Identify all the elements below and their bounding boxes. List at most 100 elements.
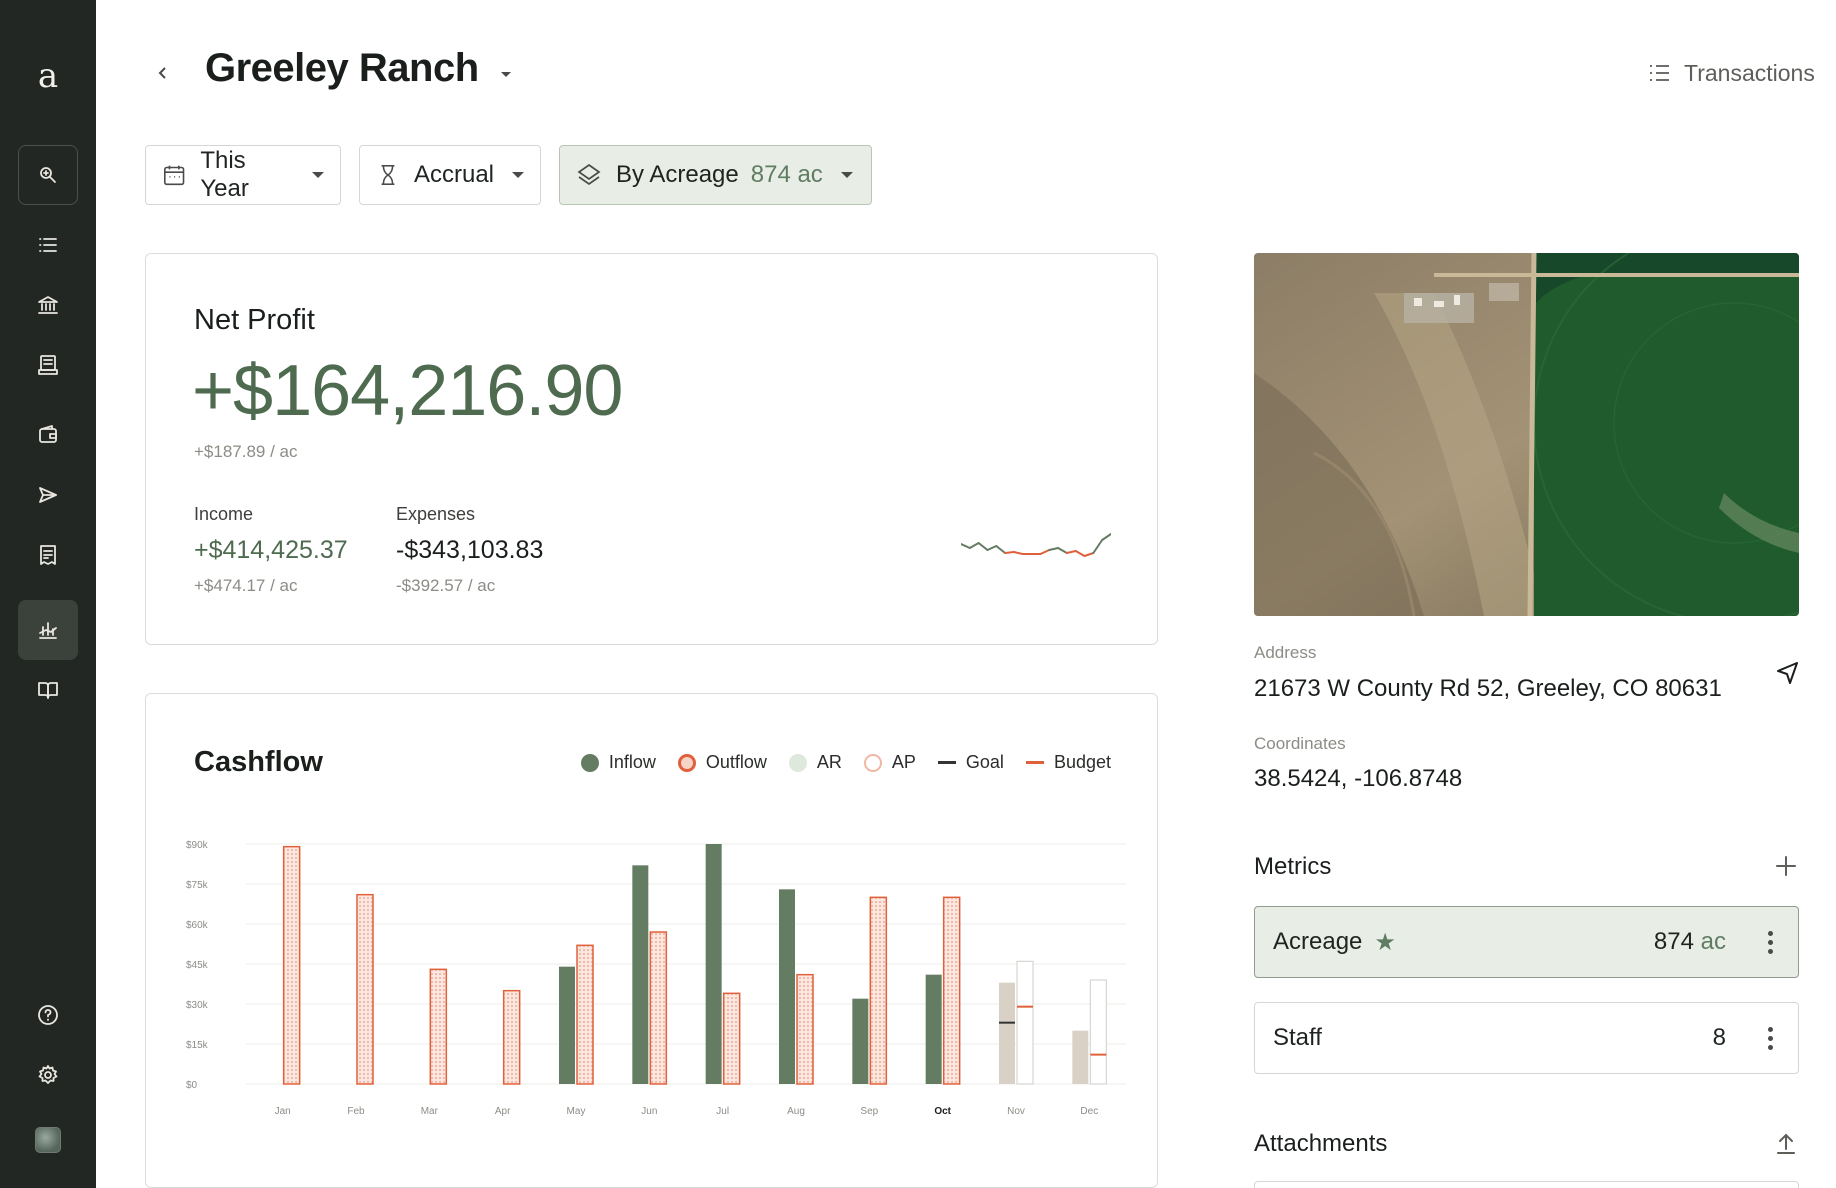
x-tick-label: Aug — [787, 1106, 805, 1117]
sidebar-item-transactions[interactable] — [18, 215, 78, 275]
sidebar: a — [0, 0, 96, 1188]
inflow-bar — [632, 865, 649, 1084]
legend-item-budget[interactable]: Budget — [1025, 752, 1111, 773]
chevron-down-icon — [312, 172, 324, 178]
allocation-filter-value: 874 ac — [750, 161, 823, 188]
sparkline-segment — [1057, 547, 1068, 554]
metric-label: Staff — [1273, 1024, 1322, 1051]
more-options-icon[interactable] — [1760, 1024, 1780, 1052]
outflow-bar — [282, 845, 301, 1085]
inflow-bar — [559, 966, 575, 1084]
globe-avatar-icon — [35, 1127, 61, 1153]
sidebar-item-banking[interactable] — [18, 275, 78, 335]
net-profit-per-acre: +$187.89 / ac — [194, 442, 298, 461]
net-profit-sparkline — [961, 533, 1111, 557]
send-icon — [39, 487, 57, 503]
page-title: Greeley Ranch — [205, 46, 479, 90]
transactions-link[interactable]: Transactions — [1646, 56, 1836, 90]
sparkline-segment — [961, 543, 971, 549]
address-value: 21673 W County Rd 52, Greeley, CO 80631 — [1254, 675, 1722, 702]
y-tick-label: $15k — [186, 1040, 209, 1051]
allocation-filter[interactable]: By Acreage 874 ac — [559, 145, 872, 205]
star-icon[interactable]: ★ — [1374, 928, 1396, 956]
outflow-bar — [869, 896, 888, 1085]
sparkline-segment — [1083, 552, 1095, 557]
search-button[interactable] — [18, 145, 78, 205]
sparkline-segment — [968, 542, 980, 549]
metric-acreage[interactable]: Acreage ★ 874 ac — [1254, 906, 1799, 978]
plus-icon — [1776, 856, 1796, 876]
sidebar-item-wallet[interactable] — [18, 405, 78, 465]
attachments-dropzone[interactable] — [1254, 1181, 1799, 1188]
metric-label: Acreage — [1273, 928, 1363, 955]
sidebar-item-invoices[interactable] — [18, 525, 78, 585]
period-filter-label: This Year — [200, 147, 249, 202]
address-label: Address — [1254, 643, 1317, 662]
x-tick-label: Sep — [860, 1106, 878, 1117]
metric-unit: ac — [1700, 928, 1726, 955]
app-logo[interactable]: a — [37, 56, 59, 96]
ap-bar — [1016, 960, 1034, 1085]
metrics-title: Metrics — [1254, 853, 1332, 880]
inflow-bar — [852, 998, 869, 1084]
more-options-icon[interactable] — [1760, 928, 1780, 956]
x-tick-label: Oct — [934, 1106, 951, 1117]
sidebar-item-bills[interactable] — [18, 335, 78, 395]
settings-button[interactable] — [18, 1045, 78, 1105]
hourglass-icon — [381, 164, 395, 186]
allocation-filter-label: By Acreage — [616, 161, 739, 188]
budget-swatch — [1025, 761, 1044, 764]
list-icon — [39, 238, 57, 252]
invoice-icon — [40, 545, 56, 565]
basis-filter[interactable]: Accrual — [359, 145, 541, 205]
y-tick-label: $75k — [186, 880, 209, 891]
sidebar-item-reports[interactable] — [18, 600, 78, 660]
cashflow-chart: $0 $15k $30k $45k $60k $75k $90k Jan Feb Mar Apr Ma… — [186, 840, 1126, 1117]
legend-label-budget: Budget — [1053, 752, 1111, 772]
sidebar-item-payments[interactable] — [18, 465, 78, 525]
legend-item-ap[interactable]: AP — [863, 752, 916, 773]
account-button[interactable] — [18, 1110, 78, 1170]
sparkline-segment — [1074, 550, 1086, 557]
period-filter[interactable]: This Year — [145, 145, 341, 205]
property-aerial-map[interactable] — [1254, 253, 1799, 616]
bank-icon — [38, 296, 58, 314]
cashflow-legend: Inflow Outflow AR AP Goal Budget — [580, 752, 1111, 773]
x-tick-label: Feb — [347, 1106, 365, 1117]
sparkline-segment — [995, 545, 1007, 554]
legend-label-goal: Goal — [965, 752, 1004, 772]
analytics-icon — [39, 622, 57, 639]
legend-item-inflow[interactable]: Inflow — [580, 752, 656, 773]
ap-bar — [1089, 979, 1107, 1085]
sidebar-item-docs[interactable] — [18, 660, 78, 720]
help-button[interactable] — [18, 985, 78, 1045]
directions-button[interactable] — [1775, 660, 1801, 686]
sparkline-segment — [1101, 533, 1111, 541]
legend-item-goal[interactable]: Goal — [937, 752, 1004, 773]
x-tick-label: Apr — [495, 1106, 511, 1117]
inflow-bar — [705, 844, 722, 1084]
back-button[interactable] — [150, 58, 176, 88]
upload-attachment-button[interactable] — [1773, 1131, 1799, 1157]
expenses-per-acre: -$392.57 / ac — [396, 576, 496, 595]
title-dropdown-caret-icon[interactable] — [496, 64, 516, 84]
search-icon — [40, 167, 56, 183]
add-metric-button[interactable] — [1773, 853, 1799, 879]
metric-value: 874 ac — [1654, 928, 1726, 956]
ar-bar — [1072, 1030, 1089, 1084]
metric-staff[interactable]: Staff 8 — [1254, 1002, 1799, 1074]
cashflow-card: Cashflow Inflow Outflow AR AP Goal Budge… — [145, 693, 1158, 1188]
legend-item-ar[interactable]: AR — [788, 752, 842, 773]
sparkline-segment — [986, 545, 998, 551]
inflow-swatch — [580, 753, 599, 772]
ar-swatch — [788, 753, 807, 772]
book-icon — [38, 682, 58, 699]
outflow-bar — [796, 973, 814, 1085]
chevron-down-icon — [840, 172, 853, 178]
sparkline-segment — [1039, 549, 1051, 555]
x-tick-label: Jul — [716, 1106, 729, 1117]
y-tick-label: $90k — [186, 840, 209, 851]
legend-item-outflow[interactable]: Outflow — [677, 752, 767, 773]
layers-icon — [577, 163, 601, 186]
legend-label-ar: AR — [816, 752, 842, 772]
